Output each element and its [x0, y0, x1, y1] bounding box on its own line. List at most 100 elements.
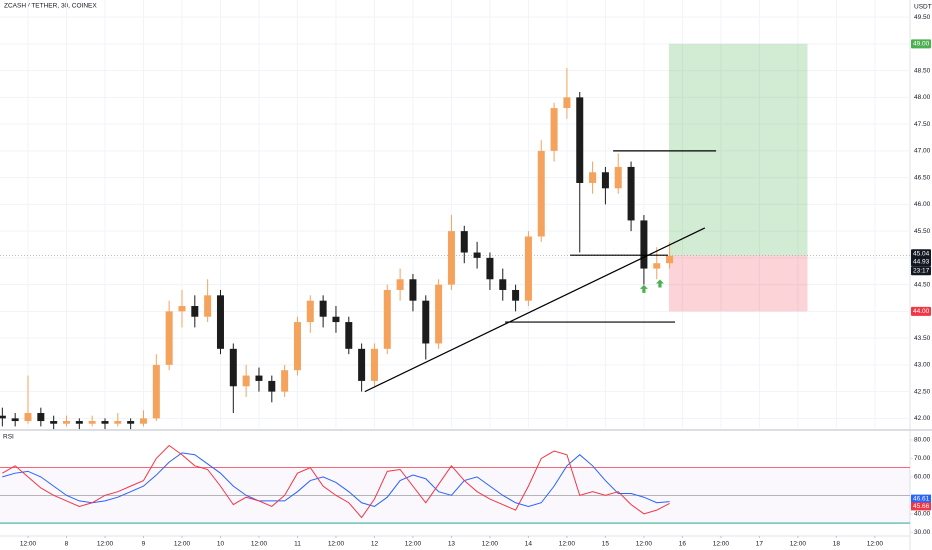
candle-body — [601, 172, 609, 189]
y-tick-label: 44.50 — [914, 281, 931, 288]
stop-zone — [668, 255, 808, 312]
y-tick-label: 43.00 — [914, 362, 931, 369]
y-tick-label: 48.50 — [914, 67, 931, 74]
signal-arrow — [639, 284, 648, 293]
price-label-bg — [911, 249, 931, 259]
candle-body — [422, 300, 430, 344]
rsi-line — [2, 444, 670, 519]
candle-body — [306, 300, 314, 323]
y-tick-label: 70.00 — [914, 455, 931, 462]
candle-body — [524, 236, 532, 301]
rsi-value-text: 46.61 — [913, 495, 930, 502]
candle-body — [345, 322, 353, 349]
candle-body — [589, 172, 597, 183]
candle-body — [537, 150, 545, 237]
candle-body — [332, 316, 340, 323]
candle-body — [370, 348, 378, 381]
candle-body — [88, 421, 96, 424]
x-tick-label: 15 — [602, 541, 610, 548]
candle-body — [627, 166, 635, 221]
rsi-value-text: 45.66 — [913, 503, 930, 510]
x-tick-label: 12:00 — [251, 541, 268, 548]
x-tick-label: 12:00 — [20, 541, 37, 548]
rsi-value-bg — [911, 502, 931, 511]
candle-body — [114, 421, 122, 424]
candle-body — [165, 311, 173, 365]
stop-label-bg — [911, 306, 931, 316]
x-tick-label: 12:00 — [97, 541, 114, 548]
x-tick-label: 12 — [371, 541, 379, 548]
x-tick-label: 12:00 — [867, 541, 884, 548]
y-tick-label: 47.50 — [914, 121, 931, 128]
stop-label-text: 44.00 — [913, 308, 930, 315]
y-tick-label: 49.50 — [914, 14, 931, 21]
candle-body — [550, 108, 558, 151]
candle-body — [293, 322, 301, 371]
stop-label: 44.00 — [911, 306, 931, 316]
candle-body — [0, 415, 6, 419]
countdown-text: 23:17 — [913, 267, 930, 274]
candle-body — [50, 421, 58, 424]
target-zone — [668, 43, 808, 256]
candle-body — [178, 306, 186, 312]
candle-body — [499, 279, 507, 290]
price-label-text: 45.04 — [913, 250, 930, 257]
rsi-value-label: 46.61 — [911, 494, 931, 503]
target-label-text: 49.00 — [913, 41, 930, 48]
x-tick-label: 9 — [142, 541, 146, 548]
candle-body — [255, 375, 263, 381]
chart-title: ZCASH / TETHER, 30, COINEX — [4, 3, 97, 10]
x-tick-label: 11 — [294, 541, 301, 548]
x-tick-label: 17 — [756, 541, 764, 548]
price-label-text: 44.93 — [913, 258, 930, 265]
candle-body — [666, 255, 674, 264]
rsi-value-label: 45.66 — [911, 502, 931, 511]
y-tick-label: 45.50 — [914, 228, 931, 235]
candle-body — [101, 421, 109, 424]
candle-body — [281, 370, 289, 392]
candle-body — [460, 231, 468, 253]
candle-body — [204, 295, 212, 317]
countdown: 23:17 — [911, 266, 931, 276]
y-tick-label: 46.00 — [914, 201, 931, 208]
candle-body — [75, 421, 83, 424]
y-tick-label: 40.00 — [914, 511, 931, 518]
countdown-bg — [911, 266, 931, 276]
candle-body — [268, 380, 276, 392]
candle-body — [37, 413, 45, 422]
x-tick-label: 8 — [65, 541, 69, 548]
candle-body — [216, 295, 224, 349]
x-tick-label: 12:00 — [482, 541, 499, 548]
y-tick-label: 46.50 — [914, 174, 931, 181]
price-unit: USDT — [914, 4, 932, 11]
candle-body — [139, 418, 147, 424]
y-tick-label: 42.50 — [914, 388, 931, 395]
x-tick-label: 12:00 — [559, 541, 576, 548]
candle-body — [229, 348, 237, 387]
rsi-value-bg — [911, 494, 931, 503]
candle-body — [614, 166, 622, 189]
y-tick-label: 47.00 — [914, 148, 931, 155]
candle-body — [486, 257, 494, 280]
candle-body — [563, 97, 571, 109]
signal-arrow — [655, 279, 664, 288]
candle-body — [127, 421, 135, 424]
x-tick-label: 12:00 — [174, 541, 191, 548]
price-label: 45.04 — [911, 249, 931, 259]
y-tick-label: 42.00 — [914, 415, 931, 422]
candle-body — [409, 279, 417, 301]
candle-body — [358, 348, 366, 381]
candle-body — [24, 413, 32, 422]
y-tick-label: 30.00 — [914, 529, 931, 536]
candle-body — [640, 220, 648, 269]
candle-body — [653, 263, 661, 269]
y-tick-label: 43.50 — [914, 335, 931, 342]
x-tick-label: 12:00 — [790, 541, 807, 548]
candle-body — [576, 97, 584, 183]
x-tick-label: 12:00 — [328, 541, 345, 548]
candle-body — [62, 421, 70, 424]
candle-body — [191, 306, 199, 317]
